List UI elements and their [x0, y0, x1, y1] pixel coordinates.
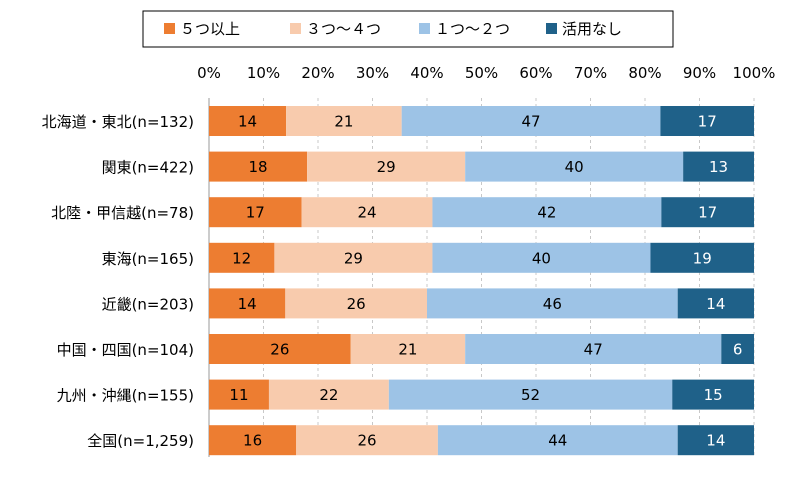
bar-segment — [296, 425, 438, 456]
data-label: 19 — [693, 249, 712, 267]
bar-segment — [350, 334, 466, 364]
bar-segment — [274, 242, 433, 273]
data-label: 17 — [246, 204, 265, 222]
legend-swatch-3 — [419, 23, 430, 34]
data-label: 44 — [548, 432, 567, 450]
y-axis-labels: 北海道・東北(n=132) 関東(n=422) 北陸・甲信越(n=78) 東海(n=1… — [42, 113, 194, 450]
data-label: 26 — [270, 341, 289, 359]
x-tick-label: 90% — [683, 64, 716, 82]
bar-segment — [286, 106, 402, 136]
category-label: 東海(n=165) — [102, 250, 194, 268]
data-label: 18 — [249, 158, 268, 176]
bar-segment — [209, 425, 297, 456]
data-label: 46 — [543, 295, 562, 313]
legend-swatch-1 — [164, 23, 175, 34]
bar-segment — [388, 379, 673, 410]
x-tick-label: 10% — [247, 64, 280, 82]
bar-segment — [427, 288, 678, 319]
legend-swatch-4 — [546, 23, 557, 34]
x-axis-ticks: 0% 10% 20% 30% 40% 50% 60% 70% 80% 90% 100% — [197, 64, 775, 82]
category-label: 全国(n=1,259) — [87, 432, 194, 450]
data-label: 17 — [698, 204, 717, 222]
legend-label-1: ５つ以上 — [180, 20, 240, 38]
data-label: 40 — [532, 249, 551, 267]
bar-segment — [401, 106, 661, 136]
data-label: 15 — [704, 386, 723, 404]
data-label: 26 — [347, 295, 366, 313]
data-label: 40 — [565, 158, 584, 176]
category-label: 中国・四国(n=104) — [57, 341, 194, 359]
bar-segment — [285, 288, 427, 319]
bar-segment — [677, 425, 754, 456]
data-label: 47 — [521, 113, 540, 131]
x-tick-label: 50% — [465, 64, 498, 82]
x-tick-label: 80% — [628, 64, 661, 82]
bar-segment — [437, 425, 678, 456]
bar-segment — [660, 106, 754, 136]
bar-segment — [209, 106, 287, 136]
bar-segment — [209, 288, 286, 319]
x-tick-label: 60% — [519, 64, 552, 82]
legend-label-2: ３つ～４つ — [306, 20, 381, 38]
data-label: 26 — [358, 432, 377, 450]
legend-box — [142, 10, 674, 48]
data-label: 17 — [698, 113, 717, 131]
bar-segment — [209, 379, 269, 410]
bar-segment — [301, 197, 433, 228]
bar-segment — [677, 288, 754, 319]
data-label: 6 — [733, 341, 743, 359]
bar-segment — [209, 334, 351, 364]
bar-segment — [465, 334, 722, 364]
bar-segment — [432, 242, 651, 273]
bar-segment — [307, 151, 466, 182]
x-tick-label: 70% — [574, 64, 607, 82]
x-tick-label: 40% — [410, 64, 443, 82]
data-label: 13 — [709, 158, 728, 176]
data-label: 14 — [706, 295, 725, 313]
category-label: 九州・沖縄(n=155) — [57, 387, 194, 405]
legend-swatch-2 — [290, 23, 301, 34]
data-label: 14 — [238, 113, 257, 131]
legend: ５つ以上 ３つ～４つ １つ～２つ 活用なし — [142, 10, 674, 48]
data-label: 24 — [358, 204, 377, 222]
data-label: 16 — [243, 432, 262, 450]
x-tick-label: 100% — [733, 64, 776, 82]
x-tick-label: 20% — [301, 64, 334, 82]
data-label: 29 — [344, 249, 363, 267]
bar-segment — [650, 242, 754, 273]
data-label: 22 — [319, 386, 338, 404]
legend-label-3: １つ～２つ — [435, 20, 510, 38]
bar-segment — [721, 334, 754, 364]
bar-segment — [661, 197, 754, 228]
legend-label-4: 活用なし — [562, 20, 622, 38]
bars: 14 21 47 17 18 29 40 13 17 24 42 17 12 29 40 19 14 26 46 14… — [209, 106, 754, 456]
x-tick-label: 30% — [356, 64, 389, 82]
data-label: 14 — [238, 295, 257, 313]
category-label: 関東(n=422) — [102, 159, 194, 177]
bar-segment — [683, 151, 754, 182]
bar-segment — [209, 242, 275, 273]
data-label: 14 — [706, 432, 725, 450]
data-label: 29 — [377, 158, 396, 176]
bar-segment — [209, 197, 302, 228]
data-label: 21 — [334, 113, 353, 131]
category-label: 近畿(n=203) — [102, 295, 194, 313]
data-label: 52 — [521, 386, 540, 404]
data-label: 47 — [584, 341, 603, 359]
data-label: 11 — [229, 386, 248, 404]
x-tick-label: 0% — [197, 64, 221, 82]
data-label: 12 — [232, 249, 251, 267]
data-label: 42 — [537, 204, 556, 222]
bar-segment — [432, 197, 662, 228]
data-label: 21 — [398, 341, 417, 359]
bar-segment — [465, 151, 684, 182]
bar-segment — [209, 151, 308, 182]
category-label: 北海道・東北(n=132) — [42, 113, 194, 131]
bar-segment — [268, 379, 389, 410]
category-label: 北陸・甲信越(n=78) — [51, 204, 194, 222]
bar-segment — [672, 379, 754, 410]
